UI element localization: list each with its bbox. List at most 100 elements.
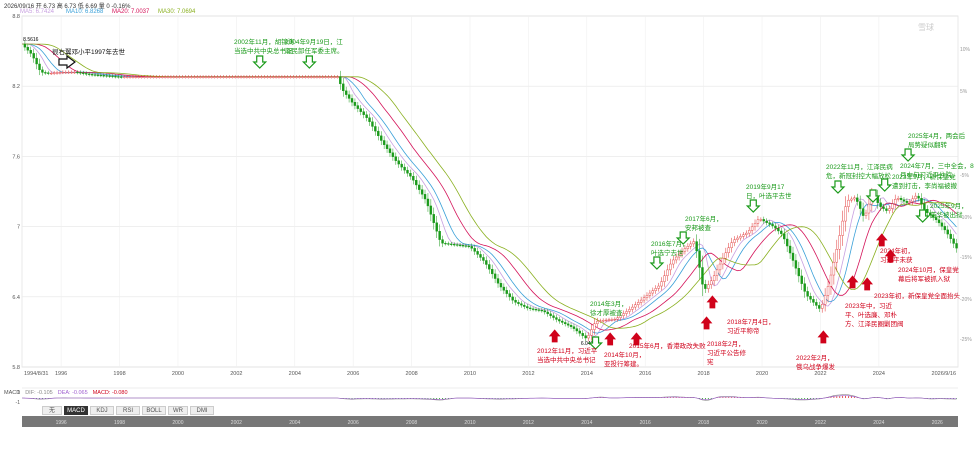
navigator-year-label: 2014 — [581, 420, 592, 426]
candle-body — [677, 253, 681, 258]
x-tick-label: 2002 — [230, 371, 242, 377]
dif-line — [21, 394, 957, 401]
candle-body — [619, 315, 622, 318]
candle-body — [867, 203, 871, 214]
candle-body — [123, 76, 126, 78]
tab-wr[interactable]: WR — [168, 406, 188, 415]
candle-body — [470, 246, 473, 249]
candle-body — [140, 76, 143, 78]
candle-body — [254, 76, 257, 78]
x-tick-label: 2020 — [756, 371, 768, 377]
candle-body — [90, 74, 94, 76]
candle-body — [219, 76, 222, 78]
candle-body — [251, 76, 254, 78]
candle-body — [160, 76, 164, 78]
ma-legend-item: MA30: 7.0694 — [158, 9, 196, 15]
navigator-year-label: 1996 — [56, 420, 67, 426]
candle-body — [333, 76, 336, 78]
candle-body — [718, 263, 722, 271]
candle-body — [806, 291, 809, 297]
ma-legend-item: MA5: 6.7424 — [20, 9, 55, 15]
candle-body — [712, 275, 716, 282]
candle-body — [172, 76, 176, 78]
candle-body — [266, 76, 269, 78]
candle-body — [651, 290, 655, 294]
candle-body — [820, 304, 824, 309]
candle-body — [934, 217, 938, 221]
candle-body — [52, 72, 56, 74]
candle-body — [301, 76, 304, 78]
candle-body — [841, 220, 844, 236]
candle-body — [593, 323, 596, 330]
candle-body — [55, 72, 59, 74]
tab-macd[interactable]: MACD — [64, 406, 88, 415]
candle-body — [493, 273, 497, 279]
tab-dmi[interactable]: DMI — [190, 406, 214, 415]
candle-body — [753, 223, 757, 228]
candle-body — [528, 307, 532, 309]
candle-body — [704, 284, 707, 289]
candle-body — [429, 205, 433, 215]
candle-body — [520, 303, 523, 306]
tab-rsi[interactable]: RSI — [116, 406, 140, 415]
candle-body — [715, 269, 719, 276]
candle-body — [149, 76, 152, 78]
candle-body — [642, 297, 646, 301]
pct-tick-label: -20% — [960, 297, 972, 303]
x-tick-label: 2024 — [873, 371, 885, 377]
annotation-text: 2004年9月19日，江 泽民卸任军委主席。 — [285, 39, 344, 55]
candle-body — [692, 241, 695, 245]
candle-body — [67, 71, 70, 74]
candle-body — [239, 76, 243, 78]
candle-body — [441, 239, 444, 244]
x-tick-label: 1994/8/31 — [24, 371, 48, 377]
candle-body — [292, 76, 295, 78]
x-tick-label: 2018 — [698, 371, 710, 377]
candle-body — [181, 76, 184, 78]
tab-boll[interactable]: BOLL — [142, 406, 166, 415]
annotation-arrow — [915, 209, 931, 223]
candle-body — [280, 76, 284, 78]
candle-body — [616, 317, 619, 320]
candle-body — [490, 268, 494, 275]
candle-body — [672, 259, 675, 265]
pct-tick-label: -15% — [960, 255, 972, 261]
candle-body — [143, 76, 146, 78]
candle-body — [228, 76, 231, 78]
candle-body — [96, 74, 100, 76]
x-tick-label: 1998 — [113, 371, 125, 377]
annotation-text: 2022年2月， 俄乌战争爆发 — [796, 355, 835, 371]
annotation-text: 2018年2月， 习近平公告修 宪 — [707, 341, 746, 366]
candle-body — [949, 233, 952, 239]
candle-body — [350, 98, 354, 103]
candle-body — [940, 222, 944, 227]
tab-无[interactable]: 无 — [42, 406, 62, 415]
price-extreme-label: 6.0408 — [581, 341, 597, 347]
candle-body — [686, 246, 690, 249]
annotation-text: 2023年初，新保皇党全面抬头 — [874, 293, 960, 300]
candle-body — [511, 296, 514, 301]
candle-body — [908, 201, 912, 203]
candle-body — [432, 214, 435, 223]
candle-body — [420, 189, 424, 195]
candle-body — [58, 72, 62, 74]
candle-body — [701, 267, 704, 285]
candle-body — [864, 212, 868, 216]
candle-body — [853, 197, 856, 200]
annotation-arrow — [865, 189, 881, 203]
x-tick-label: 2000 — [172, 371, 184, 377]
macd-legend-item: MACD — [4, 390, 21, 396]
pct-tick-label: 5% — [960, 89, 968, 95]
candle-body — [838, 235, 841, 250]
tab-kdj[interactable]: KDJ — [90, 406, 114, 415]
candle-body — [444, 242, 447, 245]
candle-body — [549, 313, 552, 316]
candle-body — [324, 76, 327, 78]
pct-tick-label: -25% — [960, 337, 972, 343]
candle-body — [152, 76, 155, 78]
candle-body — [674, 256, 678, 261]
dea-line — [21, 395, 957, 400]
candle-body — [458, 244, 462, 246]
annotation-text: 2023年9月，新保皇党 遭到打击，李尚福被撤 — [892, 174, 957, 190]
